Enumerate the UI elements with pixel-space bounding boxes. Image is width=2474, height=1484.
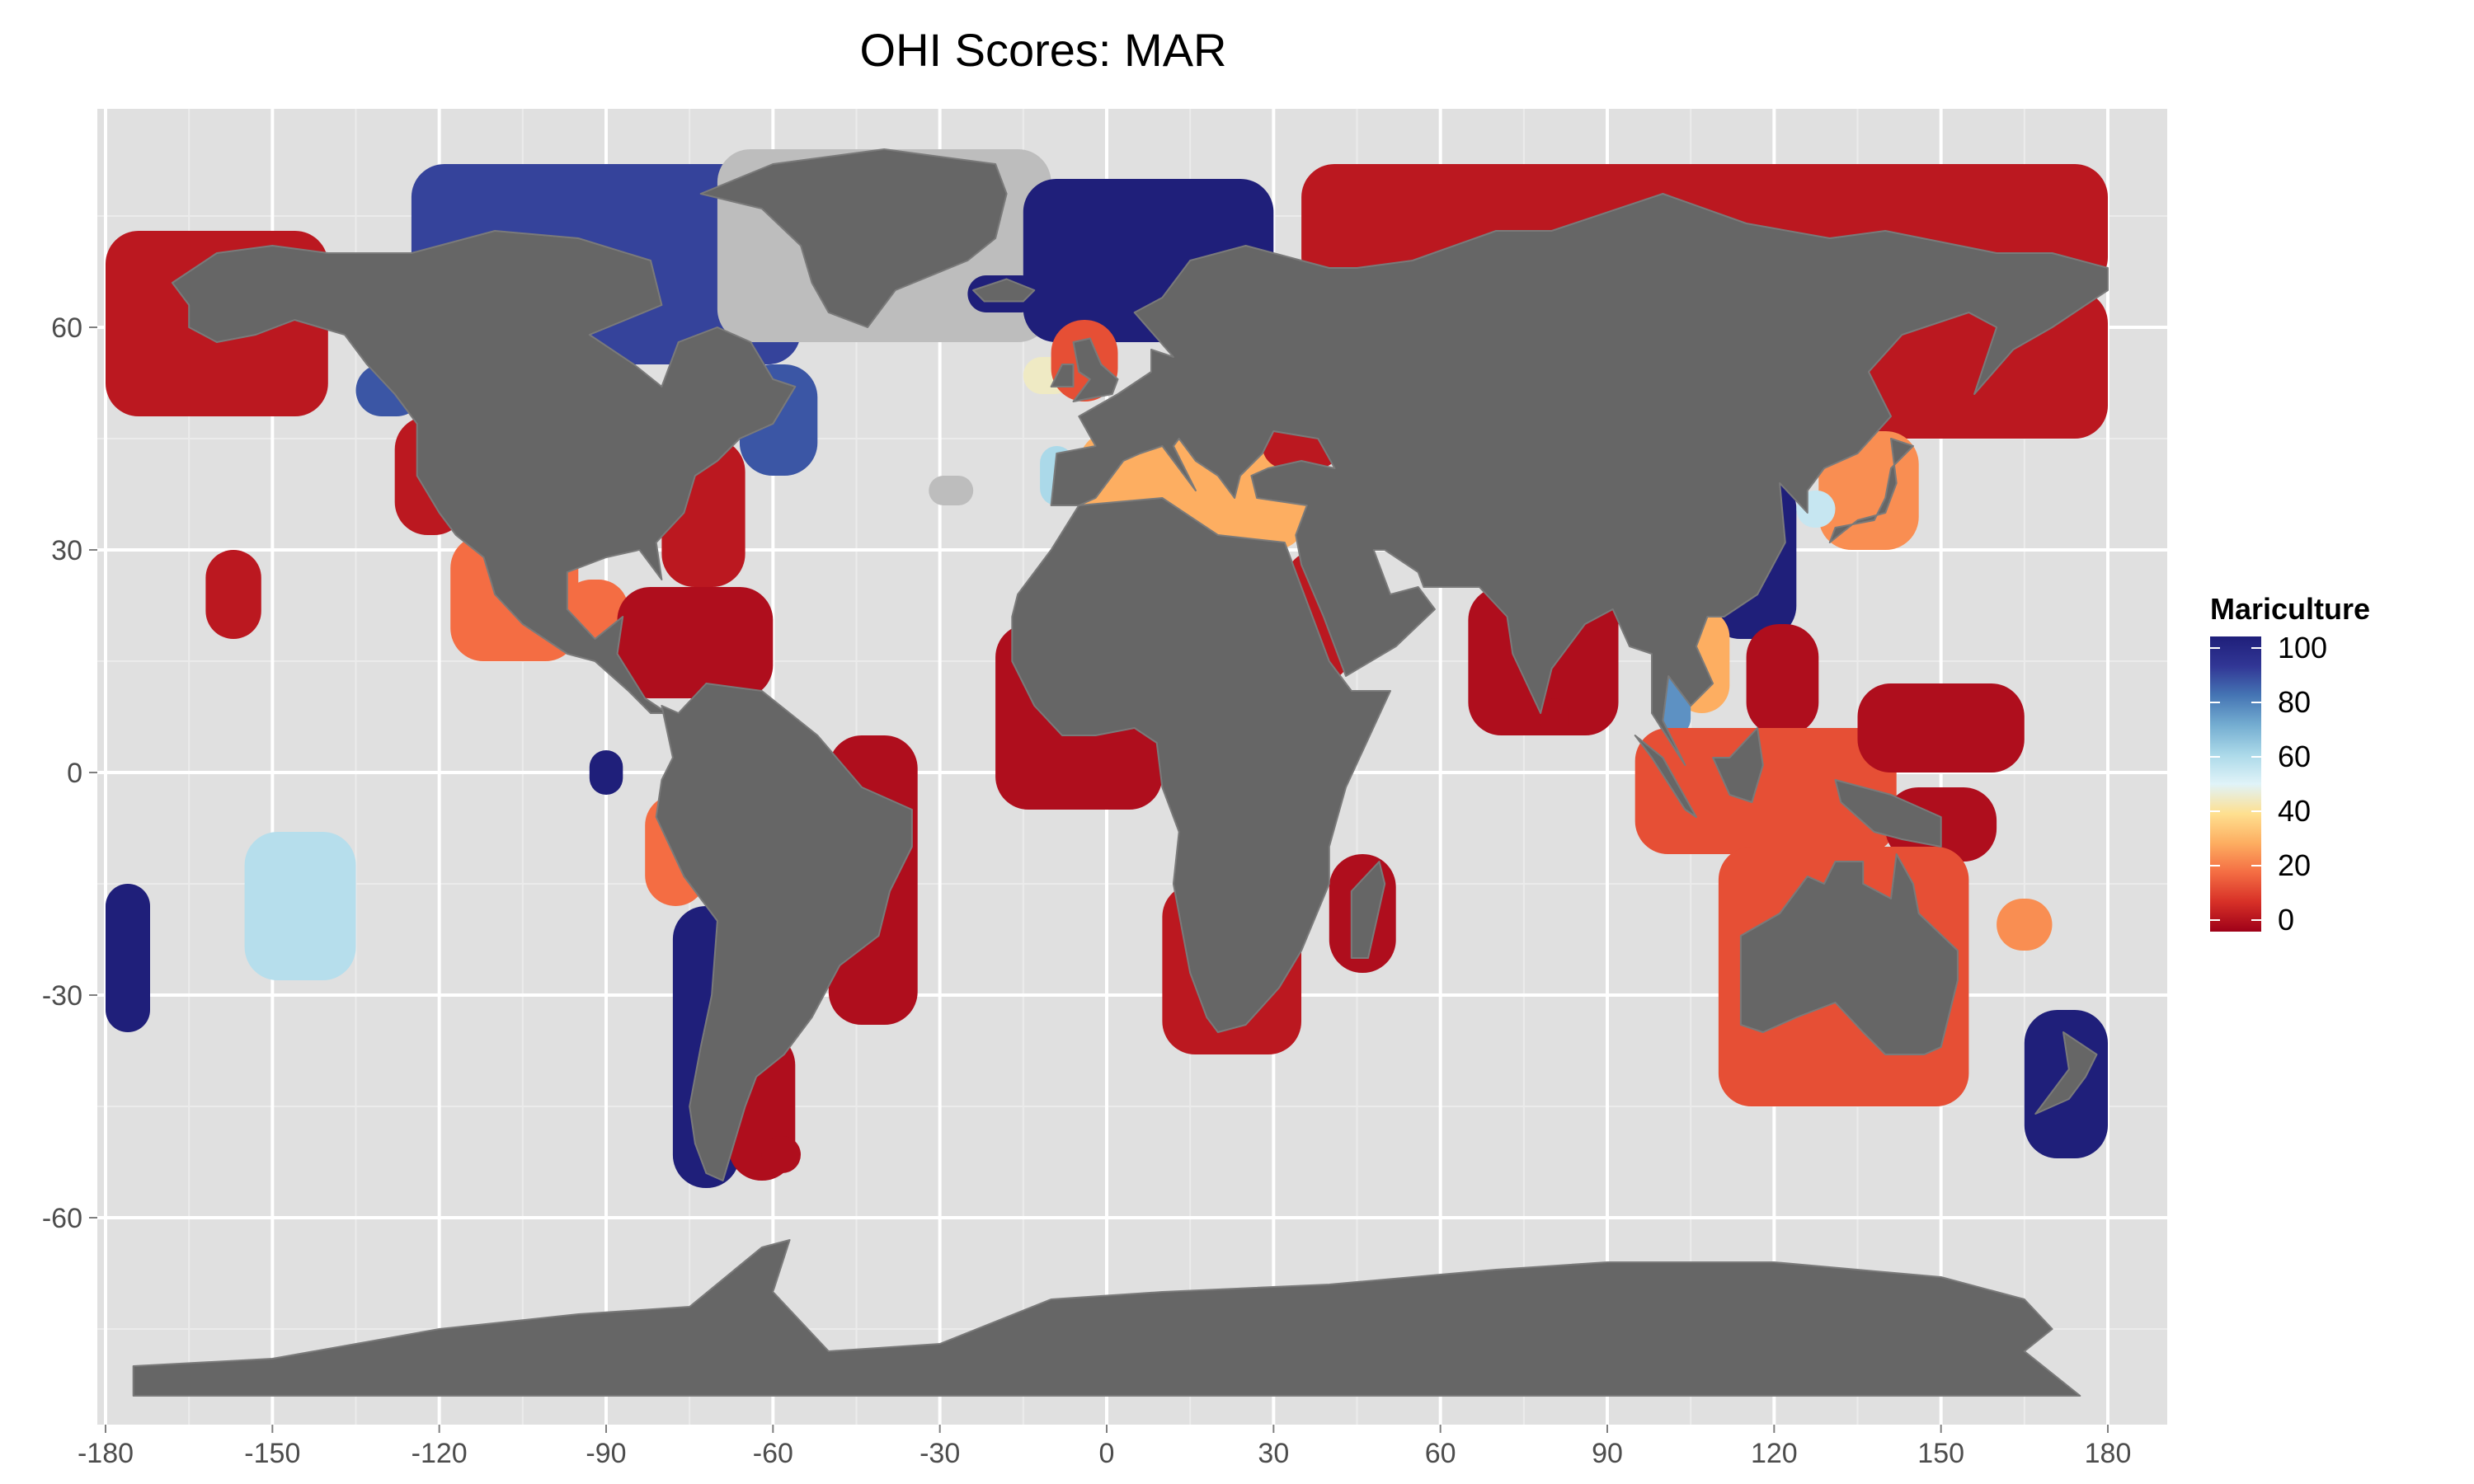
eez-region bbox=[244, 832, 356, 980]
x-tick-label: 90 bbox=[1592, 1438, 1623, 1469]
x-tick-label: -30 bbox=[920, 1438, 960, 1469]
legend-label: 20 bbox=[2278, 848, 2312, 882]
north-america bbox=[171, 230, 797, 714]
eez-region bbox=[1540, 698, 1569, 735]
legend-tick bbox=[2251, 756, 2261, 758]
legend-tick bbox=[2210, 810, 2220, 812]
x-tick-label: -180 bbox=[78, 1438, 134, 1469]
y-tick-label: -60 bbox=[42, 1203, 82, 1234]
legend-label: 100 bbox=[2278, 631, 2328, 665]
iceland bbox=[972, 278, 1036, 303]
x-tick-label: 150 bbox=[1917, 1438, 1964, 1469]
y-tick-label: 0 bbox=[67, 758, 82, 789]
x-tick-label: 180 bbox=[2085, 1438, 2132, 1469]
legend-tick bbox=[2210, 919, 2220, 921]
x-tick-label: 30 bbox=[1258, 1438, 1289, 1469]
x-tick-label: 0 bbox=[1099, 1438, 1115, 1469]
legend-tick bbox=[2210, 756, 2220, 758]
legend-label: 40 bbox=[2278, 794, 2312, 828]
legend-label: 80 bbox=[2278, 685, 2312, 719]
eez-region bbox=[205, 550, 261, 639]
axes: -180 -150 -120 -90 -60 -30 0 30 60 90 120 150 180 60 3… bbox=[42, 312, 2132, 1469]
eez-region bbox=[1857, 683, 2025, 773]
antarctica bbox=[132, 1239, 2081, 1397]
south-america bbox=[655, 683, 913, 1181]
eurasia bbox=[1050, 193, 2109, 766]
australia bbox=[1739, 853, 1959, 1055]
legend-tick bbox=[2251, 647, 2261, 649]
legend-tick bbox=[2210, 702, 2220, 703]
legend-title: Mariculture bbox=[2210, 592, 2371, 626]
x-tick-label: -120 bbox=[412, 1438, 468, 1469]
eez-region bbox=[1746, 624, 1819, 735]
legend-color-bar bbox=[2210, 636, 2261, 932]
eez-region bbox=[617, 587, 774, 698]
legend-label: 60 bbox=[2278, 740, 2312, 773]
legend-tick bbox=[2210, 647, 2220, 649]
x-tick-label: 120 bbox=[1751, 1438, 1798, 1469]
africa bbox=[1011, 497, 1391, 1033]
new-guinea bbox=[1834, 779, 1942, 848]
eez-region bbox=[589, 750, 623, 795]
y-tick-label: 30 bbox=[51, 535, 82, 566]
madagascar bbox=[1350, 861, 1386, 959]
map-title: OHI Scores: MAR bbox=[859, 24, 1227, 76]
ireland bbox=[1050, 364, 1075, 387]
eez-region bbox=[1997, 899, 2053, 951]
eez-region bbox=[106, 884, 150, 1032]
legend-tick bbox=[2210, 865, 2220, 866]
eez-region bbox=[929, 476, 974, 505]
borneo bbox=[1712, 727, 1764, 803]
greenland bbox=[699, 148, 1008, 328]
great-britain bbox=[1072, 337, 1119, 402]
land-masses bbox=[132, 148, 2109, 1397]
legend-tick bbox=[2251, 919, 2261, 921]
eez-region bbox=[1634, 728, 1897, 854]
y-tick-label: -30 bbox=[42, 980, 82, 1012]
japan bbox=[1828, 438, 1914, 543]
sumatra bbox=[1634, 735, 1697, 818]
new-zealand bbox=[2034, 1031, 2098, 1115]
x-tick-label: -150 bbox=[244, 1438, 300, 1469]
legend-label: 0 bbox=[2278, 903, 2295, 937]
y-tick-label: 60 bbox=[51, 312, 82, 344]
x-tick-label: -60 bbox=[753, 1438, 793, 1469]
legend-tick bbox=[2251, 810, 2261, 812]
eez-region bbox=[761, 1136, 801, 1173]
legend-tick bbox=[2251, 865, 2261, 866]
legend-tick bbox=[2251, 702, 2261, 703]
x-tick-label: 60 bbox=[1425, 1438, 1456, 1469]
x-tick-label: -90 bbox=[586, 1438, 626, 1469]
